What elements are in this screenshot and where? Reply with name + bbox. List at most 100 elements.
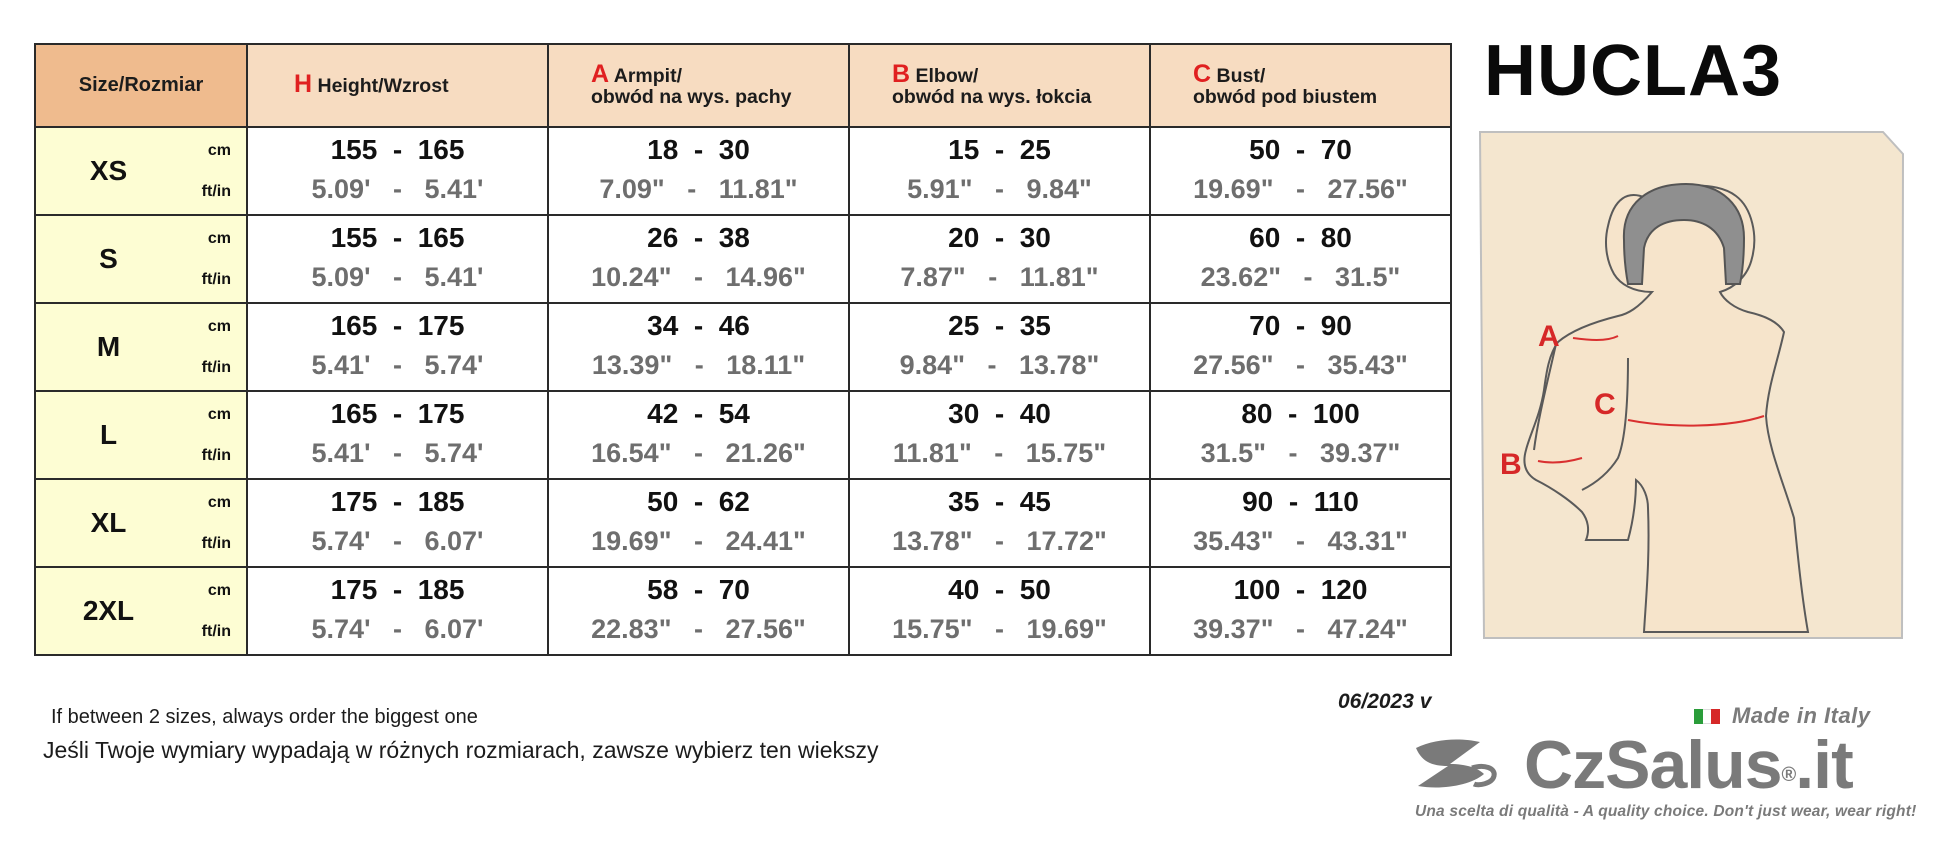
armpit-inch-value: 19.69" - 24.41" bbox=[591, 526, 806, 556]
elbow-cell: 40 - 50 15.75" - 19.69" bbox=[848, 566, 1151, 656]
size-name: L bbox=[99, 419, 118, 450]
unit-ftin-label: ft/in bbox=[201, 535, 231, 552]
elbow-cell: 15 - 25 5.91" - 9.84" bbox=[848, 126, 1151, 216]
bust-cell: 80 - 100 31.5" - 39.37" bbox=[1149, 390, 1452, 480]
height-inch-value: 5.74' - 6.07' bbox=[311, 526, 484, 556]
unit-cm-label: cm bbox=[207, 230, 231, 247]
armpit-cm-value: 18 - 30 bbox=[647, 134, 750, 165]
height-inch-value: 5.41' - 5.74' bbox=[311, 438, 484, 468]
height-inch-value: 5.09' - 5.41' bbox=[311, 174, 484, 204]
height-cell: 175 - 185 5.74' - 6.07' bbox=[246, 478, 549, 568]
bust-column-header: C Bust/obwód pod biustem bbox=[1149, 43, 1452, 128]
armpit-letter: A bbox=[591, 59, 610, 88]
elbow-cm-value: 40 - 50 bbox=[948, 574, 1051, 605]
made-in-italy-badge: Made in Italy bbox=[1694, 703, 1871, 729]
elbow-cm-value: 15 - 25 bbox=[948, 134, 1051, 165]
height-cm-value: 155 - 165 bbox=[330, 134, 465, 165]
version-label: 06/2023 v bbox=[1338, 690, 1432, 713]
height-cm-value: 155 - 165 bbox=[330, 222, 465, 253]
size-advice-english: If between 2 sizes, always order the big… bbox=[51, 706, 478, 728]
bust-cm-value: 100 - 120 bbox=[1233, 574, 1368, 605]
table-row: XS cm ft/in 155 - 165 5.09' - 5.41' 18 - 30 7.… bbox=[34, 126, 1452, 216]
bust-cell: 70 - 90 27.56" - 35.43" bbox=[1149, 302, 1452, 392]
height-cell: 165 - 175 5.41' - 5.74' bbox=[246, 302, 549, 392]
figure-label-a: A bbox=[1538, 320, 1560, 353]
armpit-cell: 26 - 38 10.24" - 14.96" bbox=[547, 214, 850, 304]
height-cell: 155 - 165 5.09' - 5.41' bbox=[246, 126, 549, 216]
bust-cm-value: 90 - 110 bbox=[1242, 486, 1359, 517]
armpit-cell: 42 - 54 16.54" - 21.26" bbox=[547, 390, 850, 480]
elbow-cell: 30 - 40 11.81" - 15.75" bbox=[848, 390, 1151, 480]
bust-inch-value: 27.56" - 35.43" bbox=[1193, 350, 1408, 380]
bust-inch-value: 39.37" - 47.24" bbox=[1193, 614, 1408, 644]
armpit-cm-value: 26 - 38 bbox=[647, 222, 750, 253]
height-cell: 155 - 165 5.09' - 5.41' bbox=[246, 214, 549, 304]
bust-inch-value: 19.69" - 27.56" bbox=[1193, 174, 1408, 204]
height-inch-value: 5.09' - 5.41' bbox=[311, 262, 484, 292]
bust-cm-value: 80 - 100 bbox=[1241, 398, 1360, 429]
size-chart-table: Size/Rozmiar H Height/Wzrost A Armpit/ob… bbox=[34, 43, 1452, 656]
unit-ftin-label: ft/in bbox=[201, 623, 231, 640]
bust-inch-value: 23.62" - 31.5" bbox=[1200, 262, 1401, 292]
unit-cm-label: cm bbox=[207, 142, 231, 159]
height-cm-value: 175 - 185 bbox=[330, 574, 465, 605]
header-row: Size/Rozmiar H Height/Wzrost A Armpit/ob… bbox=[34, 43, 1452, 128]
elbow-cm-value: 25 - 35 bbox=[948, 310, 1051, 341]
bust-cm-value: 60 - 80 bbox=[1249, 222, 1352, 253]
armpit-cm-value: 42 - 54 bbox=[647, 398, 750, 429]
height-inch-value: 5.74' - 6.07' bbox=[311, 614, 484, 644]
height-inch-value: 5.41' - 5.74' bbox=[311, 350, 484, 380]
size-column-header: Size/Rozmiar bbox=[34, 43, 248, 128]
elbow-column-header: B Elbow/obwód na wys. łokcia bbox=[848, 43, 1151, 128]
size-name: XL bbox=[90, 507, 127, 538]
figure-label-b: B bbox=[1500, 448, 1522, 481]
bust-letter: C bbox=[1193, 59, 1212, 88]
unit-cm-label: cm bbox=[207, 406, 231, 423]
elbow-inch-value: 9.84" - 13.78" bbox=[899, 350, 1100, 380]
armpit-column-header: A Armpit/obwód na wys. pachy bbox=[547, 43, 850, 128]
elbow-cell: 35 - 45 13.78" - 17.72" bbox=[848, 478, 1151, 568]
height-cell: 175 - 185 5.74' - 6.07' bbox=[246, 566, 549, 656]
unit-ftin-label: ft/in bbox=[201, 183, 231, 200]
italy-flag-icon bbox=[1694, 708, 1721, 724]
table-body: XS cm ft/in 155 - 165 5.09' - 5.41' 18 - 30 7.… bbox=[34, 126, 1452, 656]
armpit-inch-value: 10.24" - 14.96" bbox=[591, 262, 806, 292]
bust-cell: 100 - 120 39.37" - 47.24" bbox=[1149, 566, 1452, 656]
model-code: HUCLA3 bbox=[1484, 31, 1783, 111]
bust-cell: 50 - 70 19.69" - 27.56" bbox=[1149, 126, 1452, 216]
elbow-cm-value: 30 - 40 bbox=[948, 398, 1051, 429]
elbow-cell: 20 - 30 7.87" - 11.81" bbox=[848, 214, 1151, 304]
armpit-inch-value: 7.09" - 11.81" bbox=[599, 174, 798, 204]
elbow-inch-value: 7.87" - 11.81" bbox=[900, 262, 1099, 292]
size-name: 2XL bbox=[82, 595, 135, 626]
armpit-cell: 50 - 62 19.69" - 24.41" bbox=[547, 478, 850, 568]
bust-inch-value: 35.43" - 43.31" bbox=[1193, 526, 1408, 556]
unit-ftin-label: ft/in bbox=[201, 447, 231, 464]
armpit-cell: 18 - 30 7.09" - 11.81" bbox=[547, 126, 850, 216]
figure-label-c: C bbox=[1594, 388, 1616, 421]
armpit-cell: 58 - 70 22.83" - 27.56" bbox=[547, 566, 850, 656]
brand-tagline: Una scelta di qualità - A quality choice… bbox=[1415, 803, 1917, 820]
elbow-inch-value: 5.91" - 9.84" bbox=[907, 174, 1092, 204]
elbow-inch-value: 11.81" - 15.75" bbox=[892, 438, 1107, 468]
unit-ftin-label: ft/in bbox=[201, 271, 231, 288]
brand-name: CzSalus®.it bbox=[1524, 727, 1854, 803]
height-cm-value: 165 - 175 bbox=[330, 398, 465, 429]
table-row: XL cm ft/in 175 - 185 5.74' - 6.07' 50 - 62 19… bbox=[34, 478, 1452, 568]
size-name: S bbox=[99, 243, 118, 274]
armpit-cm-value: 50 - 62 bbox=[647, 486, 750, 517]
armpit-cm-value: 58 - 70 bbox=[647, 574, 750, 605]
size-cell: XL cm ft/in bbox=[34, 478, 248, 568]
bust-cell: 60 - 80 23.62" - 31.5" bbox=[1149, 214, 1452, 304]
elbow-inch-value: 15.75" - 19.69" bbox=[892, 614, 1107, 644]
size-name: XS bbox=[89, 155, 128, 186]
unit-cm-label: cm bbox=[207, 318, 231, 335]
height-cm-value: 165 - 175 bbox=[330, 310, 465, 341]
czsalus-logo-icon bbox=[1416, 739, 1497, 788]
size-advice-polish: Jeśli Twoje wymiary wypadają w różnych r… bbox=[43, 737, 879, 763]
